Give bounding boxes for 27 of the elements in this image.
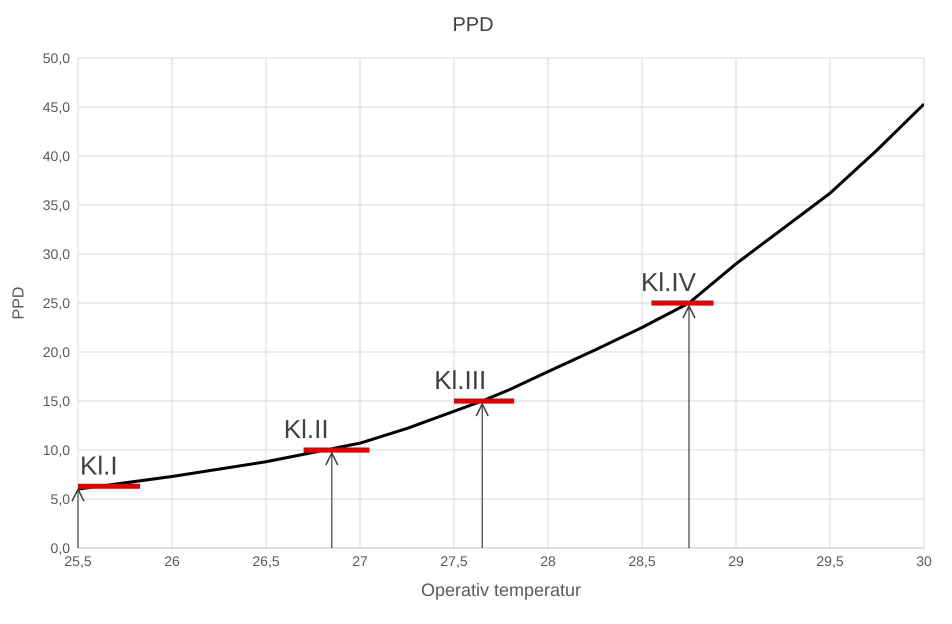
x-tick-label: 26 (164, 552, 180, 569)
chart-title: PPD (451, 14, 495, 37)
annotation: Kl.II (284, 414, 329, 444)
y-tick-label: 40,0 (42, 148, 70, 164)
x-tick-label: 30 (916, 552, 932, 569)
y-tick-label: 20,0 (42, 344, 70, 360)
x-tick-label: 27,5 (440, 552, 468, 569)
x-tick-label: 29 (728, 552, 744, 569)
y-tick-label: 35,0 (42, 196, 70, 213)
annotation: Kl.I (80, 450, 118, 480)
y-tick-label: 10,0 (42, 442, 70, 458)
y-tick-label: 30,0 (42, 246, 70, 262)
y-tick-label: 45,0 (42, 98, 70, 115)
x-axis-title: Operativ temperatur (420, 580, 582, 600)
y-tick-label: 50,0 (42, 50, 70, 66)
x-tick-label: 27 (352, 552, 368, 569)
x-tick-label: 28 (540, 552, 556, 569)
line-series (78, 102, 924, 491)
annotation: Kl.IV (641, 267, 697, 297)
y-axis-title: PPD (10, 286, 28, 320)
y-tick-label: 15,0 (42, 392, 70, 409)
x-tick-label: 29,5 (816, 552, 844, 569)
y-tick-label: 5,0 (50, 490, 70, 507)
y-tick-label: 25,0 (42, 294, 70, 311)
annotation: Kl.III (434, 365, 486, 395)
x-tick-label: 26,5 (252, 552, 280, 569)
x-tick-label: 28,5 (628, 552, 656, 569)
